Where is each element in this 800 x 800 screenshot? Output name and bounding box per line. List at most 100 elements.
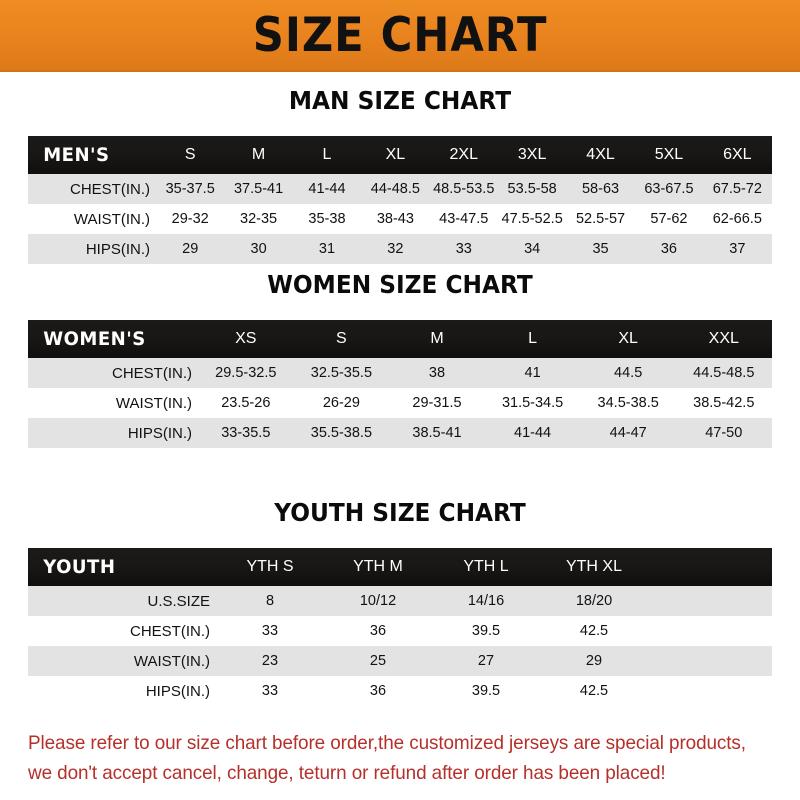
row-value: 42.5 — [579, 683, 609, 699]
row-value: 36 — [369, 623, 387, 639]
row-value: 23 — [261, 653, 279, 669]
row-value: 31.5-34.5 — [501, 395, 564, 411]
table-row: CHEST(IN.) 35-37.5 37.5-41 41-44 44-48.5 48.5… — [28, 174, 772, 204]
man-header-row: MEN'S S M L XL 2XL 3XL 4XL 5XL 6XL — [28, 136, 772, 174]
row-value: 32 — [387, 241, 404, 257]
row-value: 63-67.5 — [644, 181, 694, 197]
row-value: 10/12 — [359, 593, 397, 609]
page-title: SIZE CHART — [252, 7, 548, 63]
section-title-man: MAN SIZE CHART — [288, 86, 512, 115]
row-value: 35-37.5 — [165, 181, 215, 197]
row-value: 43-47.5 — [439, 211, 489, 227]
row-label: WAIST(IN.) — [133, 652, 210, 670]
youth-column-header: YTH L — [463, 558, 509, 575]
table-row: HIPS(IN.) 33-35.5 35.5-38.5 38.5-41 41-44 44-… — [28, 418, 772, 448]
man-column-header: M — [251, 146, 266, 163]
row-label: CHEST(IN.) — [112, 364, 192, 382]
row-value: 23.5-26 — [221, 395, 271, 411]
man-column-header: S — [184, 146, 196, 163]
row-value: 36 — [369, 683, 387, 699]
row-value: 41-44 — [514, 425, 552, 441]
row-value: 29 — [182, 241, 199, 257]
row-label: WAIST(IN.) — [115, 394, 192, 412]
row-value: 34 — [524, 241, 541, 257]
women-header-row: WOMEN'S XS S M L XL XXL — [28, 320, 772, 358]
row-value: 53.5-58 — [507, 181, 557, 197]
disclaimer-line-2: we don't accept cancel, change, teturn o… — [28, 762, 666, 784]
row-value: 62-66.5 — [712, 211, 762, 227]
women-column-header: XS — [235, 330, 257, 347]
section-title-women: WOMEN SIZE CHART — [267, 270, 533, 299]
youth-column-header: YTH M — [353, 558, 403, 575]
row-value: 39.5 — [471, 623, 501, 639]
women-size-table: WOMEN'S XS S M L XL XXL CHEST(IN.) 29.5-32.5 32.5… — [28, 320, 772, 448]
row-value: 29-31.5 — [412, 395, 462, 411]
row-value: 33-35.5 — [221, 425, 271, 441]
man-column-header: L — [322, 146, 332, 163]
man-column-header: 3XL — [517, 146, 547, 163]
row-value: 44-47 — [609, 425, 647, 441]
row-label: HIPS(IN.) — [85, 240, 150, 258]
row-value: 58-63 — [581, 181, 620, 197]
row-value: 47-50 — [705, 425, 743, 441]
youth-size-table: YOUTH YTH S YTH M YTH L YTH XL U.S.SIZE 8 10/12… — [28, 548, 772, 706]
row-value: 57-62 — [650, 211, 688, 227]
youth-header-row: YOUTH YTH S YTH M YTH L YTH XL — [28, 548, 772, 586]
disclaimer-note: Please refer to our size chart before or… — [28, 728, 756, 788]
row-value: 39.5 — [471, 683, 501, 699]
table-row: U.S.SIZE 8 10/12 14/16 18/20 — [28, 586, 772, 616]
table-row: HIPS(IN.) 29 30 31 32 33 34 35 36 37 — [28, 234, 772, 264]
disclaimer-line-1: Please refer to our size chart before or… — [28, 732, 746, 754]
section-title-youth: YOUTH SIZE CHART — [274, 498, 526, 527]
row-value: 33 — [455, 241, 472, 257]
man-column-header: 5XL — [654, 146, 684, 163]
table-row: CHEST(IN.) 29.5-32.5 32.5-35.5 38 41 44.5 44.5… — [28, 358, 772, 388]
row-value: 14/16 — [467, 593, 505, 609]
table-row: WAIST(IN.) 23 25 27 29 — [28, 646, 772, 676]
row-value: 29-32 — [171, 211, 209, 227]
row-value: 35 — [592, 241, 609, 257]
youth-column-header: YTH S — [246, 558, 294, 575]
row-value: 38.5-42.5 — [693, 395, 755, 411]
row-value: 35.5-38.5 — [310, 425, 373, 441]
row-value: 47.5-52.5 — [501, 211, 563, 227]
row-label: CHEST(IN.) — [70, 180, 150, 198]
row-value: 38 — [428, 365, 446, 381]
row-value: 31 — [318, 241, 336, 257]
men-size-table: MEN'S S M L XL 2XL 3XL 4XL 5XL 6XL CHEST(IN.) 35-37… — [28, 136, 772, 264]
women-column-header: M — [430, 330, 444, 347]
row-label: WAIST(IN.) — [73, 210, 150, 228]
row-value: 32.5-35.5 — [310, 365, 373, 381]
row-label: HIPS(IN.) — [127, 424, 192, 442]
page-banner: SIZE CHART — [0, 0, 800, 72]
row-value: 44-48.5 — [370, 181, 420, 197]
table-row: WAIST(IN.) 23.5-26 26-29 29-31.5 31.5-34.5 34… — [28, 388, 772, 418]
row-value: 34.5-38.5 — [597, 395, 659, 411]
youth-column-header: YTH XL — [565, 558, 622, 575]
women-column-header: XL — [618, 330, 638, 347]
row-value: 29 — [585, 653, 603, 669]
row-value: 48.5-53.5 — [433, 181, 495, 197]
row-value: 29.5-32.5 — [215, 365, 277, 381]
man-column-header: 6XL — [723, 146, 752, 163]
row-value: 26-29 — [322, 395, 360, 411]
row-value: 52.5-57 — [575, 211, 626, 227]
man-column-header: XL — [385, 146, 406, 163]
women-header-label: WOMEN'S — [43, 328, 146, 350]
row-value: 36 — [660, 241, 677, 257]
row-value: 44.5-48.5 — [693, 365, 755, 381]
row-value: 38.5-41 — [412, 425, 462, 441]
women-column-header: XXL — [708, 330, 739, 347]
row-value: 38-43 — [376, 211, 414, 227]
table-row: CHEST(IN.) 33 36 39.5 42.5 — [28, 616, 772, 646]
man-column-header: 4XL — [586, 146, 615, 163]
row-value: 27 — [477, 653, 495, 669]
row-label: CHEST(IN.) — [130, 622, 210, 640]
row-value: 33 — [261, 623, 279, 639]
row-label: HIPS(IN.) — [145, 682, 210, 700]
row-value: 30 — [250, 241, 267, 257]
row-value: 33 — [261, 683, 279, 699]
row-value: 35-38 — [308, 211, 346, 227]
row-value: 42.5 — [579, 623, 609, 639]
